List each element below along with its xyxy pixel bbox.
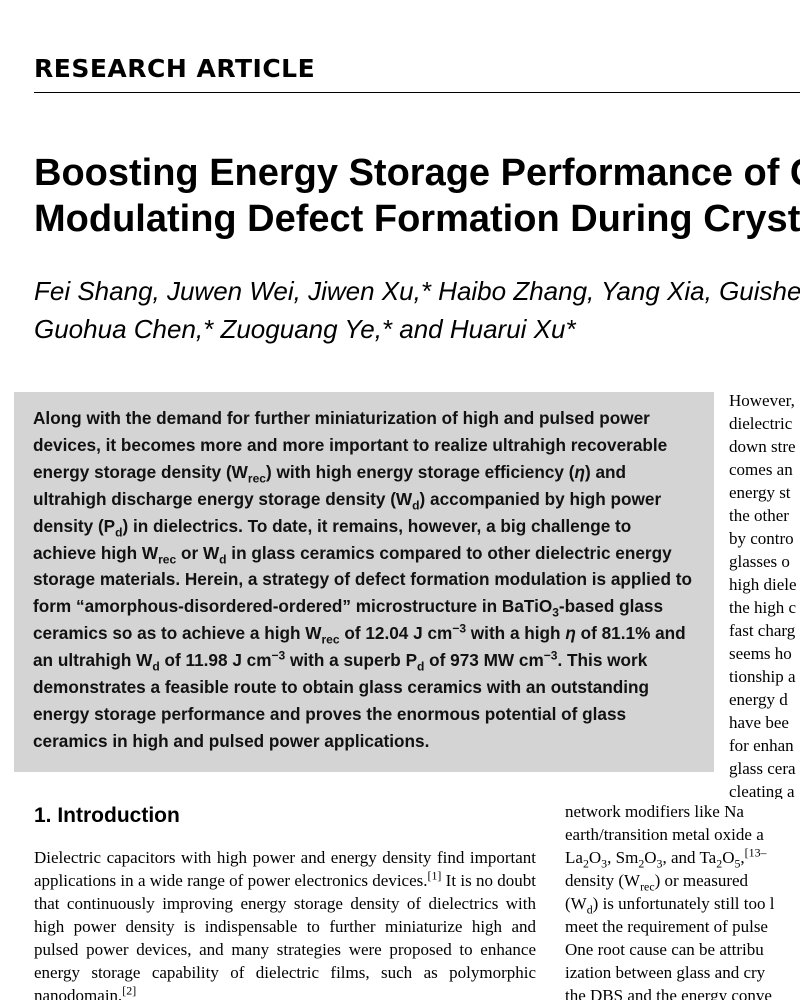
introduction-paragraph: Dielectric capacitors with high power an… <box>34 848 536 1000</box>
text-line: meet the requirement of pulse <box>565 917 768 936</box>
text-line: cleating a <box>729 782 795 799</box>
text-line: glasses o <box>729 552 790 571</box>
title-line-2: Modulating Defect Formation During Cryst… <box>34 198 800 240</box>
text-line: earth/transition metal oxide a <box>565 825 764 844</box>
text-line: for enhan <box>729 736 794 755</box>
text-line: the other <box>729 506 789 525</box>
text-line: the high c <box>729 598 797 617</box>
text-line: density (Wrec) or measured <box>565 871 749 894</box>
text-line: have bee <box>729 713 789 732</box>
text-line: comes an <box>729 460 793 479</box>
text-line: seems ho <box>729 644 792 663</box>
citation-link[interactable]: [13– <box>744 845 767 860</box>
text-line: tionship a <box>729 667 796 686</box>
section-heading-introduction: 1. Introduction <box>34 804 180 827</box>
abstract-box: Along with the demand for further miniat… <box>14 392 714 772</box>
article-type-header: RESEARCH ARTICLE <box>34 54 316 83</box>
citation-link[interactable]: [1] <box>427 868 442 883</box>
text-line: fast charg <box>729 621 796 640</box>
text-line: down stre <box>729 437 796 456</box>
abstract-text: Along with the demand for further miniat… <box>33 408 692 751</box>
authors-line-1: Fei Shang, Juwen Wei, Jiwen Xu,* Haibo Z… <box>34 276 800 306</box>
authors-line-2: Guohua Chen,* Zuoguang Ye,* and Huarui X… <box>34 314 576 344</box>
text-line: energy st <box>729 483 791 502</box>
header-divider <box>34 92 800 93</box>
text-line: glass cera <box>729 759 796 778</box>
citation-link[interactable]: [2] <box>122 983 137 998</box>
text-line: dielectric <box>729 414 793 433</box>
text-line: network modifiers like Na <box>565 802 744 821</box>
text-line: energy d <box>729 690 788 709</box>
text-line: ization between glass and cry <box>565 963 766 982</box>
text-line: However, <box>729 391 795 410</box>
title-line-1: Boosting Energy Storage Performance of G… <box>34 152 800 194</box>
right-column-fragment-bottom: network modifiers like Na earth/transiti… <box>565 800 800 1000</box>
text-line: high diele <box>729 575 797 594</box>
text-line: One root cause can be attribu <box>565 940 764 959</box>
text-line: by contro <box>729 529 794 548</box>
author-list: Fei Shang, Juwen Wei, Jiwen Xu,* Haibo Z… <box>34 272 800 348</box>
text-line: (Wd) is unfortunately still too l <box>565 894 775 917</box>
text-line: the DBS and the energy conve <box>565 986 772 1000</box>
article-title: Boosting Energy Storage Performance of G… <box>34 150 800 242</box>
right-column-fragment-top: However, dielectric down stre comes an e… <box>729 389 800 799</box>
text-line: La2O3, Sm2O3, and Ta2O5,[13– <box>565 845 767 871</box>
